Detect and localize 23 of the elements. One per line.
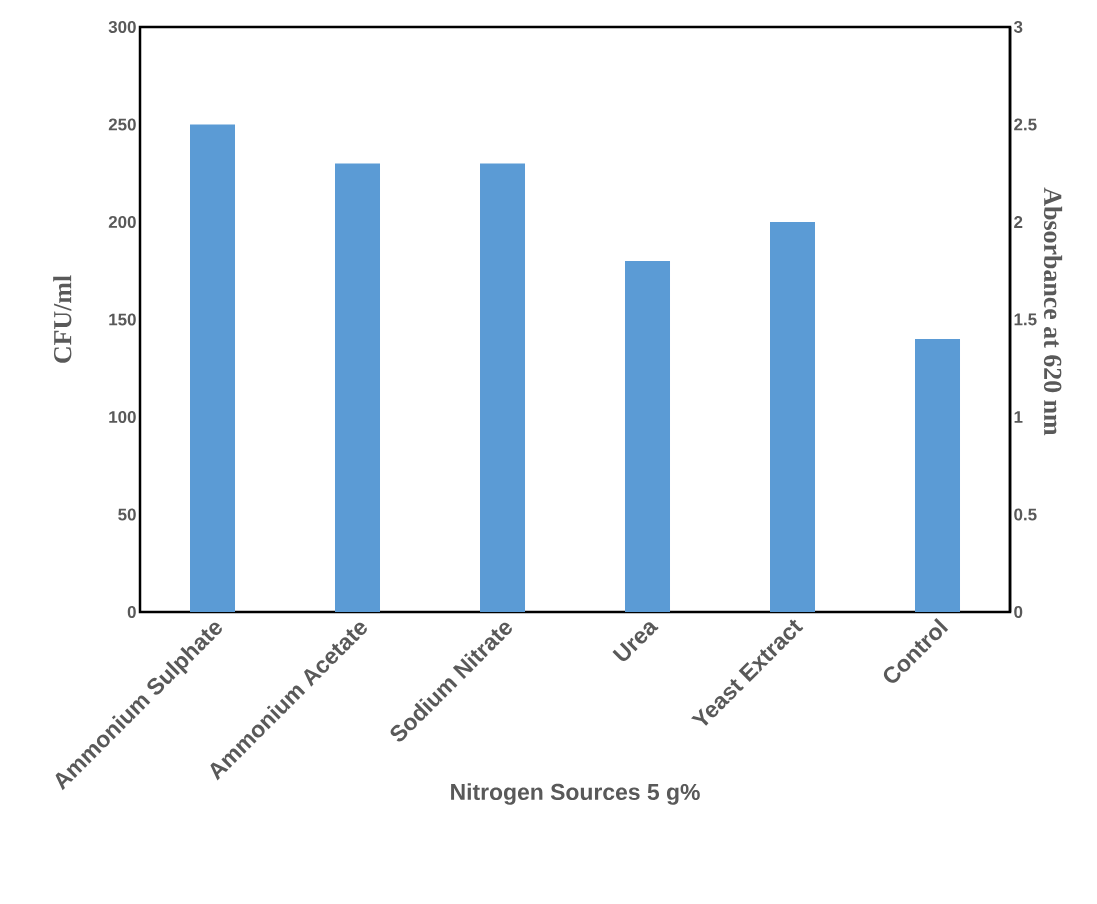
y-tick-label: 0 bbox=[127, 605, 136, 618]
y-tick-label: 50 bbox=[118, 508, 136, 521]
bar bbox=[190, 124, 236, 612]
y2-tick-label: 2.5 bbox=[1014, 118, 1037, 131]
y2-tick-label: 1.5 bbox=[1014, 313, 1037, 326]
y2-tick-label: 1 bbox=[1014, 411, 1023, 423]
x-axis-title: Nitrogen Sources 5 g% bbox=[451, 783, 700, 805]
y2-tick-label: 3 bbox=[1013, 20, 1023, 33]
y-axis-title: CFU/ml bbox=[53, 275, 72, 363]
y2-axis-title: Absorbance at 620 nm bbox=[1043, 187, 1063, 436]
bar bbox=[480, 163, 526, 612]
y2-tick-label: 2 bbox=[1014, 216, 1023, 228]
y-tick-label: 200 bbox=[108, 215, 136, 228]
bar bbox=[770, 221, 816, 612]
y2-tick-label: 0.5 bbox=[1014, 508, 1037, 521]
bar bbox=[915, 338, 961, 612]
y-tick-label: 150 bbox=[109, 313, 136, 326]
y-tick-label: 100 bbox=[109, 410, 136, 423]
y-tick-label: 250 bbox=[108, 118, 136, 131]
y-tick-label: 300 bbox=[108, 20, 136, 33]
bar bbox=[625, 260, 671, 612]
bar bbox=[335, 163, 381, 612]
y2-tick-label: 0 bbox=[1014, 605, 1023, 618]
